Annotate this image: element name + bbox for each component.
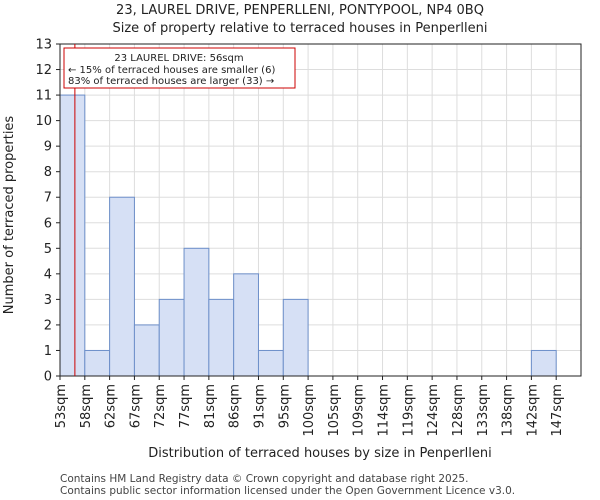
x-tick-label: 133sqm — [476, 384, 491, 437]
bar — [282, 298, 309, 377]
bar — [133, 324, 160, 377]
bar — [84, 349, 111, 377]
x-tick-label: 138sqm — [501, 384, 516, 437]
x-tick-label: 53sqm — [54, 384, 69, 428]
y-tick-label: 8 — [44, 165, 52, 180]
x-tick-label: 91sqm — [252, 384, 267, 428]
y-tick-label: 7 — [44, 191, 52, 206]
bar — [109, 196, 135, 377]
x-tick-label: 119sqm — [401, 384, 416, 437]
annotation-line-1: 23 LAUREL DRIVE: 56sqm — [114, 53, 243, 64]
x-tick-label: 95sqm — [277, 384, 292, 428]
y-axis-label: Number of terraced properties — [2, 116, 17, 315]
bars — [59, 94, 557, 377]
annotation-box — [63, 47, 296, 89]
footer-line-1: Contains HM Land Registry data © Crown c… — [60, 473, 469, 485]
y-tick-label: 10 — [35, 114, 52, 129]
x-tick-label: 147sqm — [550, 384, 565, 437]
bar — [183, 247, 210, 377]
x-tick-label: 124sqm — [426, 384, 441, 437]
chart-subtitle: Size of property relative to terraced ho… — [112, 21, 487, 36]
x-tick-label: 86sqm — [228, 384, 243, 428]
x-tick-label: 77sqm — [178, 384, 193, 428]
x-tick-label: 142sqm — [525, 384, 540, 437]
annotation-line-3: 83% of terraced houses are larger (33) → — [68, 76, 274, 87]
y-tick-label: 0 — [44, 370, 52, 385]
y-tick-label: 9 — [44, 140, 52, 155]
y-tick-label: 3 — [44, 293, 52, 308]
footer: Contains HM Land Registry data © Crown c… — [60, 473, 515, 497]
bar — [257, 349, 284, 377]
x-tick-label: 105sqm — [327, 384, 342, 437]
x-tick-label: 114sqm — [377, 384, 392, 437]
bar — [233, 273, 259, 377]
x-tick-label: 100sqm — [302, 384, 317, 437]
x-tick-label: 109sqm — [352, 384, 367, 437]
bar — [59, 94, 86, 377]
footer-line-2: Contains public sector information licen… — [60, 485, 516, 497]
x-tick-label: 62sqm — [104, 384, 119, 428]
y-tick-label: 4 — [44, 267, 52, 282]
y-tick-label: 5 — [44, 242, 52, 257]
x-tick-label: 128sqm — [451, 384, 466, 437]
property-annotation: 23 LAUREL DRIVE: 56sqm ← 15% of terraced… — [63, 47, 296, 89]
annotation-line-2: ← 15% of terraced houses are smaller (6) — [68, 65, 275, 76]
bar — [530, 349, 557, 377]
y-tick-label: 13 — [35, 38, 52, 53]
y-tick-label: 12 — [35, 63, 52, 78]
chart-title: 23, LAUREL DRIVE, PENPERLLENI, PONTYPOOL… — [116, 3, 484, 18]
x-axis-label: Distribution of terraced houses by size … — [148, 446, 491, 461]
x-tick-label: 72sqm — [153, 384, 168, 428]
plot-frame — [59, 43, 582, 377]
y-tick-label: 11 — [35, 89, 52, 104]
y-tick-label: 6 — [44, 216, 52, 231]
x-tick-label: 58sqm — [79, 384, 94, 428]
y-tick-label: 2 — [44, 318, 52, 333]
x-tick-label: 81sqm — [203, 384, 218, 428]
y-tick-label: 1 — [44, 344, 52, 359]
bar — [158, 298, 185, 377]
x-tick-label: 67sqm — [128, 384, 143, 428]
x-tick-labels: 53sqm 58sqm 62sqm 67sqm 72sqm 77sqm 81sqm 86sqm… — [54, 376, 565, 437]
bar — [208, 298, 235, 377]
axes — [59, 43, 582, 377]
